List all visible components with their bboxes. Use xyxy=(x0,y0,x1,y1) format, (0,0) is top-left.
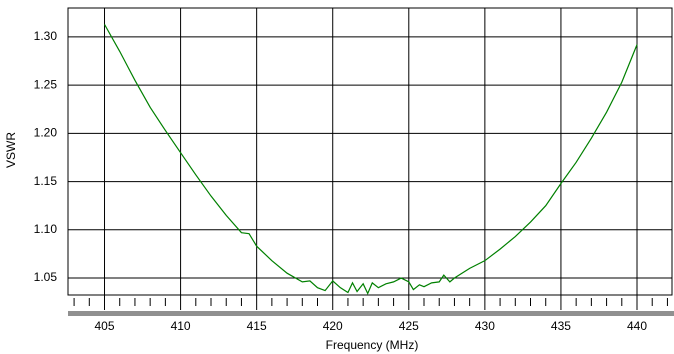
data-line xyxy=(103,24,638,295)
scroll-bar xyxy=(68,311,674,316)
x-tick-label: 405 xyxy=(94,319,114,333)
y-tick-label: 1.20 xyxy=(34,126,58,140)
y-tick-label: 1.15 xyxy=(34,174,58,188)
x-tick-label: 415 xyxy=(247,319,267,333)
x-tick-label: 430 xyxy=(475,319,495,333)
x-tick-label: 440 xyxy=(627,319,647,333)
y-tick-label: 1.25 xyxy=(34,77,58,91)
plot-area xyxy=(67,7,673,296)
x-tick-label: 420 xyxy=(323,319,343,333)
x-axis-label: Frequency (MHz) xyxy=(326,338,419,352)
x-tick-label: 410 xyxy=(171,319,191,333)
y-tick-label: 1.30 xyxy=(34,29,58,43)
y-axis-label: VSWR xyxy=(4,132,18,168)
y-tick-label: 1.10 xyxy=(34,222,58,236)
x-tick-label: 425 xyxy=(399,319,419,333)
y-tick-label: 1.05 xyxy=(34,270,58,284)
x-tick-label: 435 xyxy=(551,319,571,333)
